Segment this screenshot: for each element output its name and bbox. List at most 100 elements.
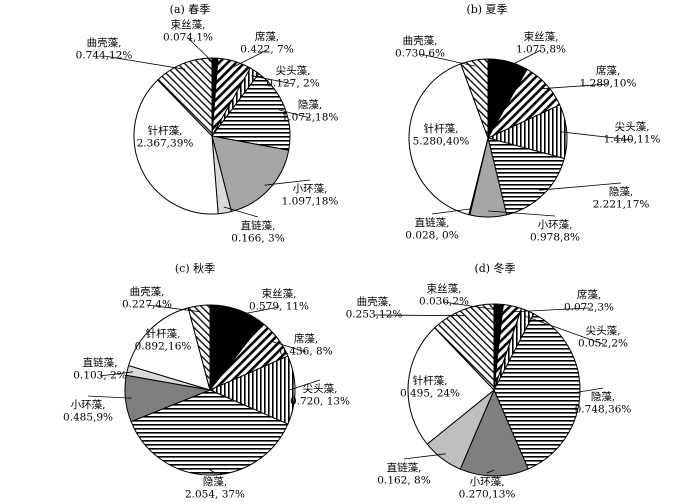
slice-label: 小环藻, 0.485,9% [63,398,113,424]
slice-label-name: 针杆藻, [413,374,448,387]
leader-line [538,182,622,191]
slice-label-name: 针杆藻, [148,124,183,137]
slice-label: 束丝藻, 0.036,2% [419,282,469,308]
slice-label: 席藻, 1.289,10% [580,64,637,90]
slice-label-name: 尖头藻, [586,324,621,337]
slice-label-name: 直链藻, [387,461,422,474]
pie-panel-b: (b) 夏季 束丝藻, 1.075,8% 席藻, 1.289,10% 尖头藻, 1.440… [395,3,660,244]
pie-panel-c: (c) 秋季 束丝藻, 0.579, 11% 席藻, 0.436, 8% 尖头藻, 0.7… [63,261,350,501]
leader-lines [103,37,311,218]
leader-line [87,395,132,399]
slice-label: 席藻, 0.072,3% [564,288,614,314]
slice-label-name: 曲壳藻, [403,34,438,47]
slice-label-value: 0.162, 8% [377,475,430,487]
leader-line [208,468,216,474]
slice-label-name: 曲壳藻, [130,285,165,298]
slice-label-value: 0.720, 13% [290,396,350,408]
slice-label: 曲壳藻, 0.227,4% [122,285,172,311]
slice-label-name: 尖头藻, [276,64,311,77]
slice-label: 针杆藻, 2.367,39% [137,124,194,150]
slice-label-name: 束丝藻, [262,287,297,300]
slice-label-value: 0.028, 0% [405,230,458,242]
slice-label-name: 席藻, [294,332,318,345]
slice-label: 直链藻, 0.162, 8% [377,461,430,487]
leader-line [573,387,604,394]
slice-label-name: 直链藻, [83,356,118,369]
slice-label: 隐藻, 0.748,36% [575,390,632,416]
slice-label: 束丝藻, 0.074,1% [163,18,213,44]
slice-label-value: 1.289,10% [580,78,637,90]
slice-label-value: 0.074,1% [163,32,213,44]
slice-label: 曲壳藻, 0.253,12% [346,295,403,321]
slice-label-name: 针杆藻, [424,122,459,135]
slice-label: 束丝藻, 0.579, 11% [249,287,309,313]
pie-slice-针杆藻 [407,327,495,445]
slice-label-value: 0.052,2% [578,338,628,350]
pie-slices [407,303,581,477]
panel-title: (b) 夏季 [466,3,507,16]
leader-line [431,208,471,215]
slice-label-value: 0.422, 7% [240,44,293,56]
leader-line [251,75,294,85]
slice-label: 隐藻, 2.221,17% [593,185,650,211]
slice-label: 席藻, 0.422, 7% [240,30,293,56]
slice-label-value: 2.221,17% [593,199,650,211]
leader-line [419,53,476,67]
leader-line [443,301,499,311]
leader-lines [87,304,321,474]
slice-label-name: 席藻, [577,288,601,301]
slice-label-value: 0.436, 8% [279,346,332,358]
slice-label: 小环藻, 0.270,13% [459,475,516,501]
slice-label-value: 2.054, 37% [185,489,245,501]
leader-line [187,37,216,65]
slice-label-value: 0.495, 24% [400,388,460,400]
pie-slice-曲壳藻 [460,58,489,139]
leader-line [103,55,186,70]
slice-label-name: 隐藻, [298,98,322,111]
slice-label-value: 0.036,2% [419,296,469,308]
slice-label-name: 曲壳藻, [357,295,392,308]
pie-slices [408,58,568,218]
slice-label-name: 曲壳藻, [87,36,122,49]
pie-slice-隐藻 [130,389,289,476]
slice-label: 曲壳藻, 0.730,6% [395,34,445,60]
slice-label: 隐藻, 2.054, 37% [185,475,245,501]
slice-label-name: 尖头藻, [615,120,650,133]
pie-panel-d: (d) 冬季 束丝藻, 0.036,2% 席藻, 0.072,3% 尖头藻, 0.052,… [346,261,632,501]
slice-label: 尖头藻, 0.127, 2% [266,64,319,90]
slice-label-name: 小环藻, [470,475,505,488]
slice-labels: 束丝藻, 0.579, 11% 席藻, 0.436, 8% 尖头藻, 0.720, 13%… [63,285,350,501]
pie-slice-针杆藻 [133,79,219,215]
panel-title: (a) 春季 [170,3,211,16]
pie-slice-小环藻 [459,388,529,477]
slice-label-value: 0.127, 2% [266,78,319,90]
slice-label-value: 1.072,18% [282,112,339,124]
slice-label: 隐藻, 1.072,18% [282,98,339,124]
pie-slice-曲壳藻 [433,303,495,392]
leader-line [288,379,321,391]
slice-label-name: 小环藻, [71,398,106,411]
slice-label-value: 0.748,36% [575,404,632,416]
slice-label: 直链藻, 0.166, 3% [231,219,284,245]
slice-label-name: 小环藻, [538,218,573,231]
slice-label-value: 0.103, 2% [73,370,126,382]
leader-line [486,469,495,474]
slice-label-value: 0.892,16% [135,341,192,353]
slice-label-value: 5.280,40% [413,136,470,148]
slice-label-value: 0.730,6% [395,48,445,60]
slice-label-name: 尖头藻, [303,382,338,395]
leader-line [264,179,311,186]
slice-label-name: 直链藻, [241,219,276,232]
slice-label: 束丝藻, 1.075,8% [516,30,566,56]
leader-line [146,304,200,313]
pie-slice-隐藻 [493,313,581,470]
slice-label-value: 0.072,3% [564,302,614,314]
slice-label-value: 0.227,4% [122,299,172,311]
pie-slice-小环藻 [211,135,290,213]
leader-line [560,131,633,141]
slice-label-value: 0.978,8% [530,232,580,244]
slice-label-value: 0.485,9% [63,412,113,424]
slice-label: 尖头藻, 0.720, 13% [290,382,350,408]
slice-label-value: 1.440,11% [604,134,661,146]
